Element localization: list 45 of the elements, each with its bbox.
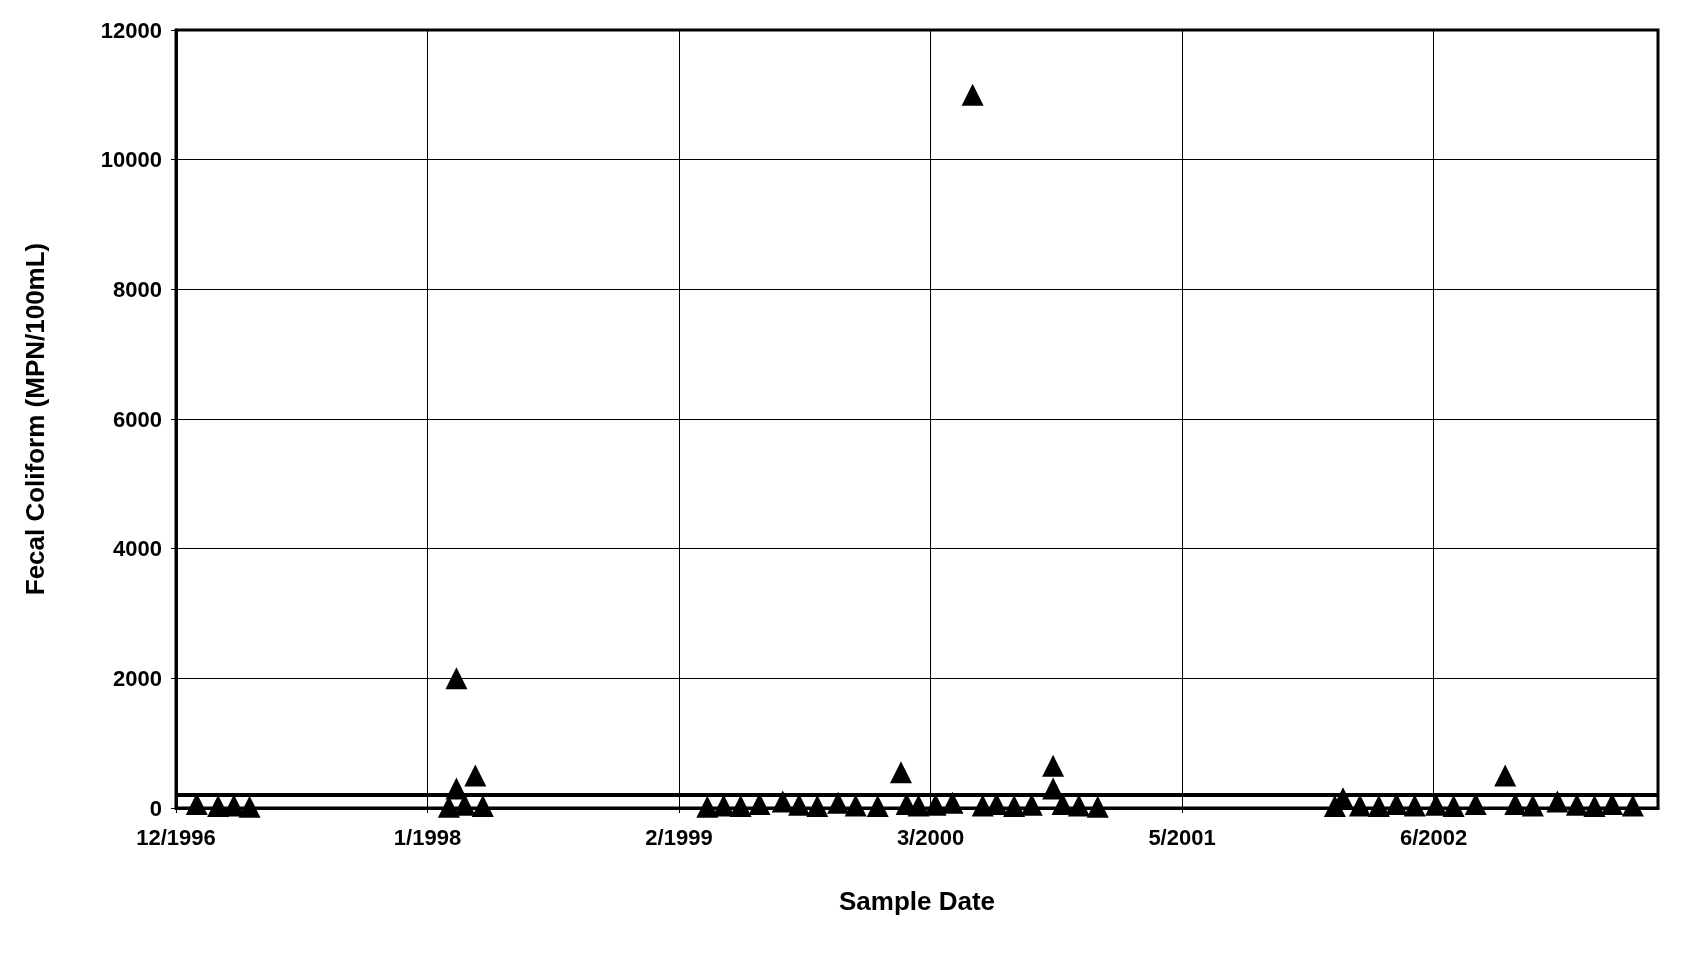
point (1086, 795, 1109, 818)
point (1348, 794, 1371, 817)
point (1546, 790, 1569, 813)
point (866, 795, 889, 818)
point (771, 790, 794, 813)
point (806, 795, 829, 818)
point (1521, 794, 1544, 817)
x-tick-label: 1/1998 (393, 824, 462, 850)
point (889, 761, 912, 784)
x-tick-label: 3/2000 (896, 824, 965, 850)
y-tick-label: 12000 (100, 17, 162, 43)
point (1583, 795, 1606, 818)
point (1403, 794, 1426, 817)
point (1494, 764, 1517, 787)
point (1042, 754, 1065, 777)
point (1067, 794, 1090, 817)
point (471, 795, 494, 818)
point (445, 667, 468, 690)
point (827, 791, 850, 814)
point (464, 764, 487, 787)
x-tick-label: 5/2001 (1148, 824, 1216, 850)
point (941, 791, 964, 814)
point (729, 795, 752, 818)
y-tick-label: 4000 (113, 536, 162, 562)
point (844, 794, 867, 817)
point (712, 794, 735, 817)
point (907, 794, 930, 817)
y-tick-label: 6000 (113, 406, 162, 432)
y-tick-label: 8000 (113, 276, 162, 302)
x-tick-label: 6/2002 (1399, 824, 1468, 850)
point (207, 795, 230, 818)
point (1621, 794, 1644, 817)
x-axis-title: Sample Date (838, 886, 996, 916)
y-axis-title: Fecal Coliform (MPN/100mL) (20, 242, 50, 596)
point (961, 83, 984, 106)
point (696, 795, 719, 818)
point (238, 795, 261, 818)
x-tick-label: 2/1999 (645, 824, 713, 850)
point (1003, 795, 1026, 818)
point (1367, 795, 1390, 818)
point (1442, 795, 1465, 818)
y-tick-label: 0 (149, 795, 162, 821)
y-tick-label: 10000 (100, 147, 162, 173)
y-tick-label: 2000 (113, 665, 162, 691)
x-tick-label: 12/1996 (136, 824, 216, 850)
